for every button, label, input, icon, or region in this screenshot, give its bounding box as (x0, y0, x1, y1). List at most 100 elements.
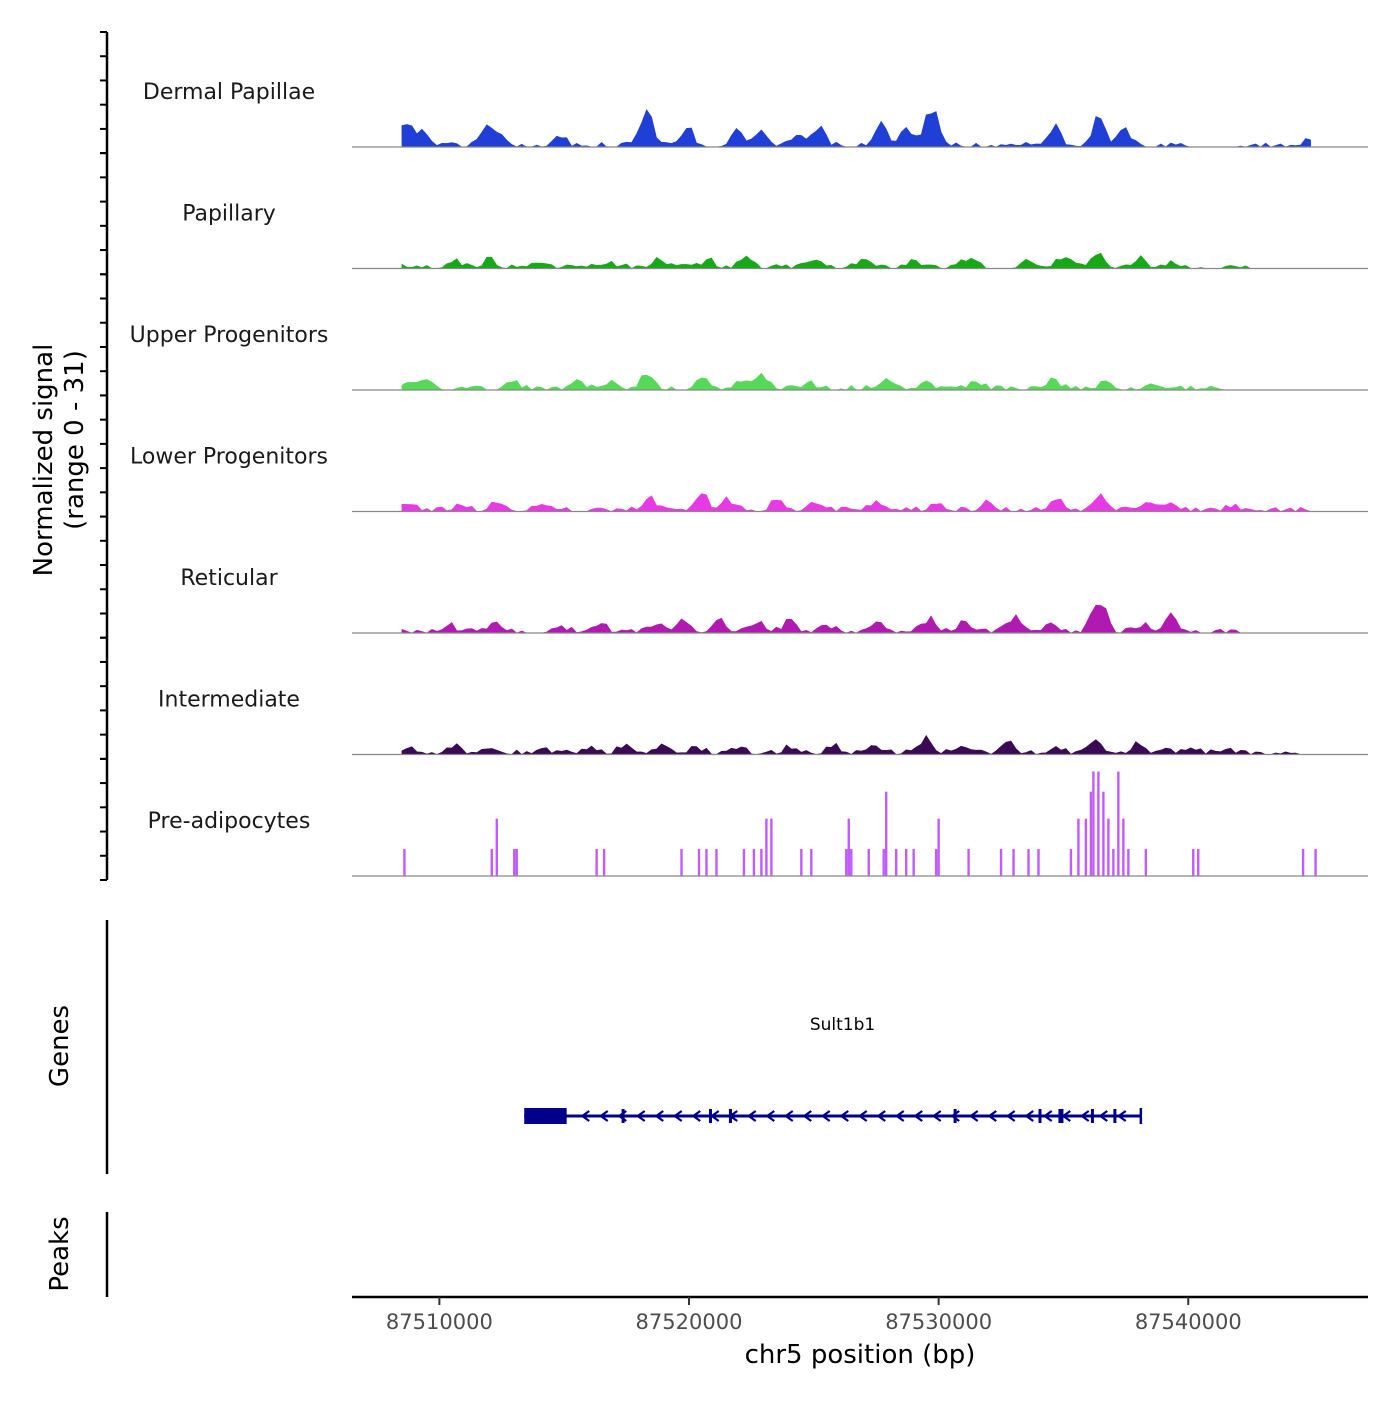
gene-exon (1058, 1109, 1064, 1123)
signal-spike (912, 849, 915, 876)
gene-exon (728, 1109, 732, 1123)
signal-spike (1102, 791, 1105, 876)
signal-spike (999, 849, 1003, 876)
signal-spike (742, 849, 746, 876)
gene-exon (708, 1109, 712, 1123)
signal-spike (765, 818, 768, 876)
track-label: Reticular (180, 566, 278, 591)
signal-spike (1107, 818, 1110, 876)
signal-spike (1301, 849, 1305, 876)
signal-spike (515, 849, 518, 876)
signal-spike (810, 849, 813, 876)
signal-spike (904, 849, 908, 876)
gene-name-label: Sult1b1 (810, 1015, 875, 1035)
signal-spike (800, 849, 803, 876)
strand-arrow (894, 1110, 905, 1122)
strand-arrow (802, 1110, 812, 1122)
strand-arrow (950, 1110, 960, 1122)
signal-spike (680, 849, 683, 876)
strand-arrow (635, 1110, 646, 1122)
signal-spike (403, 849, 406, 876)
signal-spike (752, 849, 756, 876)
signal-spike (1127, 849, 1130, 876)
signal-spike (1084, 818, 1088, 876)
peaks-panel-label: Peaks (45, 1216, 75, 1291)
signal-spike (847, 818, 850, 876)
signal-spike (1097, 771, 1100, 876)
signal-spike (1144, 849, 1148, 876)
gene-model (524, 1108, 1143, 1124)
x-tick-label: 87510000 (386, 1310, 493, 1334)
strand-arrow (1116, 1110, 1127, 1122)
track-label: Upper Progenitors (130, 323, 329, 348)
signal-spike (602, 849, 606, 876)
signal-spike (1122, 818, 1125, 876)
signal-spike (845, 849, 848, 876)
x-tick-label: 87540000 (1135, 1310, 1242, 1334)
track-lower-progenitors: Lower Progenitors (130, 445, 1368, 513)
signal-y-axis (100, 31, 109, 881)
x-axis-title: chr5 position (bp) (745, 1340, 976, 1370)
signal-spike (882, 849, 885, 876)
strand-arrow (746, 1110, 757, 1122)
signal-spike (513, 849, 516, 876)
strand-arrow (783, 1110, 794, 1122)
track-dermal-papillae: Dermal Papillae (143, 80, 1368, 148)
gene-exon (1090, 1109, 1094, 1123)
strand-arrow (968, 1110, 979, 1122)
strand-arrow (931, 1110, 942, 1122)
signal-spike (760, 849, 763, 876)
track-intermediate: Intermediate (158, 688, 1368, 756)
signal-tracks: Dermal Papillae Papillary Upper Progenitor… (130, 80, 1368, 877)
signal-spike (934, 849, 938, 876)
strand-arrow (1024, 1110, 1034, 1122)
gene-exon (621, 1109, 625, 1123)
strand-arrow (1005, 1110, 1016, 1122)
strand-arrow (913, 1110, 923, 1122)
signal-spike (1197, 849, 1200, 876)
strand-arrow (654, 1110, 664, 1122)
x-axis: 87510000 87520000 87530000 87540000 (352, 1295, 1368, 1334)
genes-panel-label: Genes (45, 1005, 75, 1087)
x-tick-label: 87530000 (885, 1310, 992, 1334)
signal-spike (885, 791, 888, 876)
signal-spike (937, 818, 940, 876)
signal-spike (1192, 849, 1195, 876)
signal-area (401, 109, 1311, 148)
track-papillary: Papillary (182, 202, 1368, 270)
gene-exon (953, 1109, 957, 1123)
signal-spike (697, 849, 701, 876)
signal-spike (1314, 849, 1317, 876)
strand-arrow (839, 1110, 849, 1122)
signal-area (401, 372, 1311, 391)
signal-spike (1089, 791, 1093, 876)
track-label: Intermediate (158, 688, 300, 713)
signal-spike (850, 849, 853, 876)
track-pre-adipocytes: Pre-adipocytes (148, 771, 1368, 877)
signal-area (401, 604, 1311, 634)
signal-spike (867, 849, 870, 876)
gene-exon (1113, 1109, 1117, 1123)
signal-spike (715, 849, 718, 876)
signal-spike (705, 849, 708, 876)
signal-spike (1012, 849, 1015, 876)
strand-arrow (691, 1110, 701, 1122)
signal-area (401, 493, 1311, 512)
signal-spike (770, 818, 773, 876)
signal-spike (1027, 849, 1030, 876)
strand-arrow (1042, 1110, 1053, 1122)
x-tick-label: 87520000 (636, 1310, 743, 1334)
strand-arrow (765, 1110, 775, 1122)
strand-arrow (987, 1110, 997, 1122)
strand-arrow (672, 1110, 683, 1122)
y-axis-title-line2: (range 0 - 31) (60, 350, 90, 530)
signal-spike (1117, 771, 1120, 876)
signal-spike (1077, 818, 1080, 876)
signal-area (401, 734, 1311, 755)
signal-spike (490, 849, 493, 876)
strand-arrow (1098, 1110, 1108, 1122)
track-label: Dermal Papillae (143, 80, 315, 105)
signal-spike (1112, 849, 1115, 876)
